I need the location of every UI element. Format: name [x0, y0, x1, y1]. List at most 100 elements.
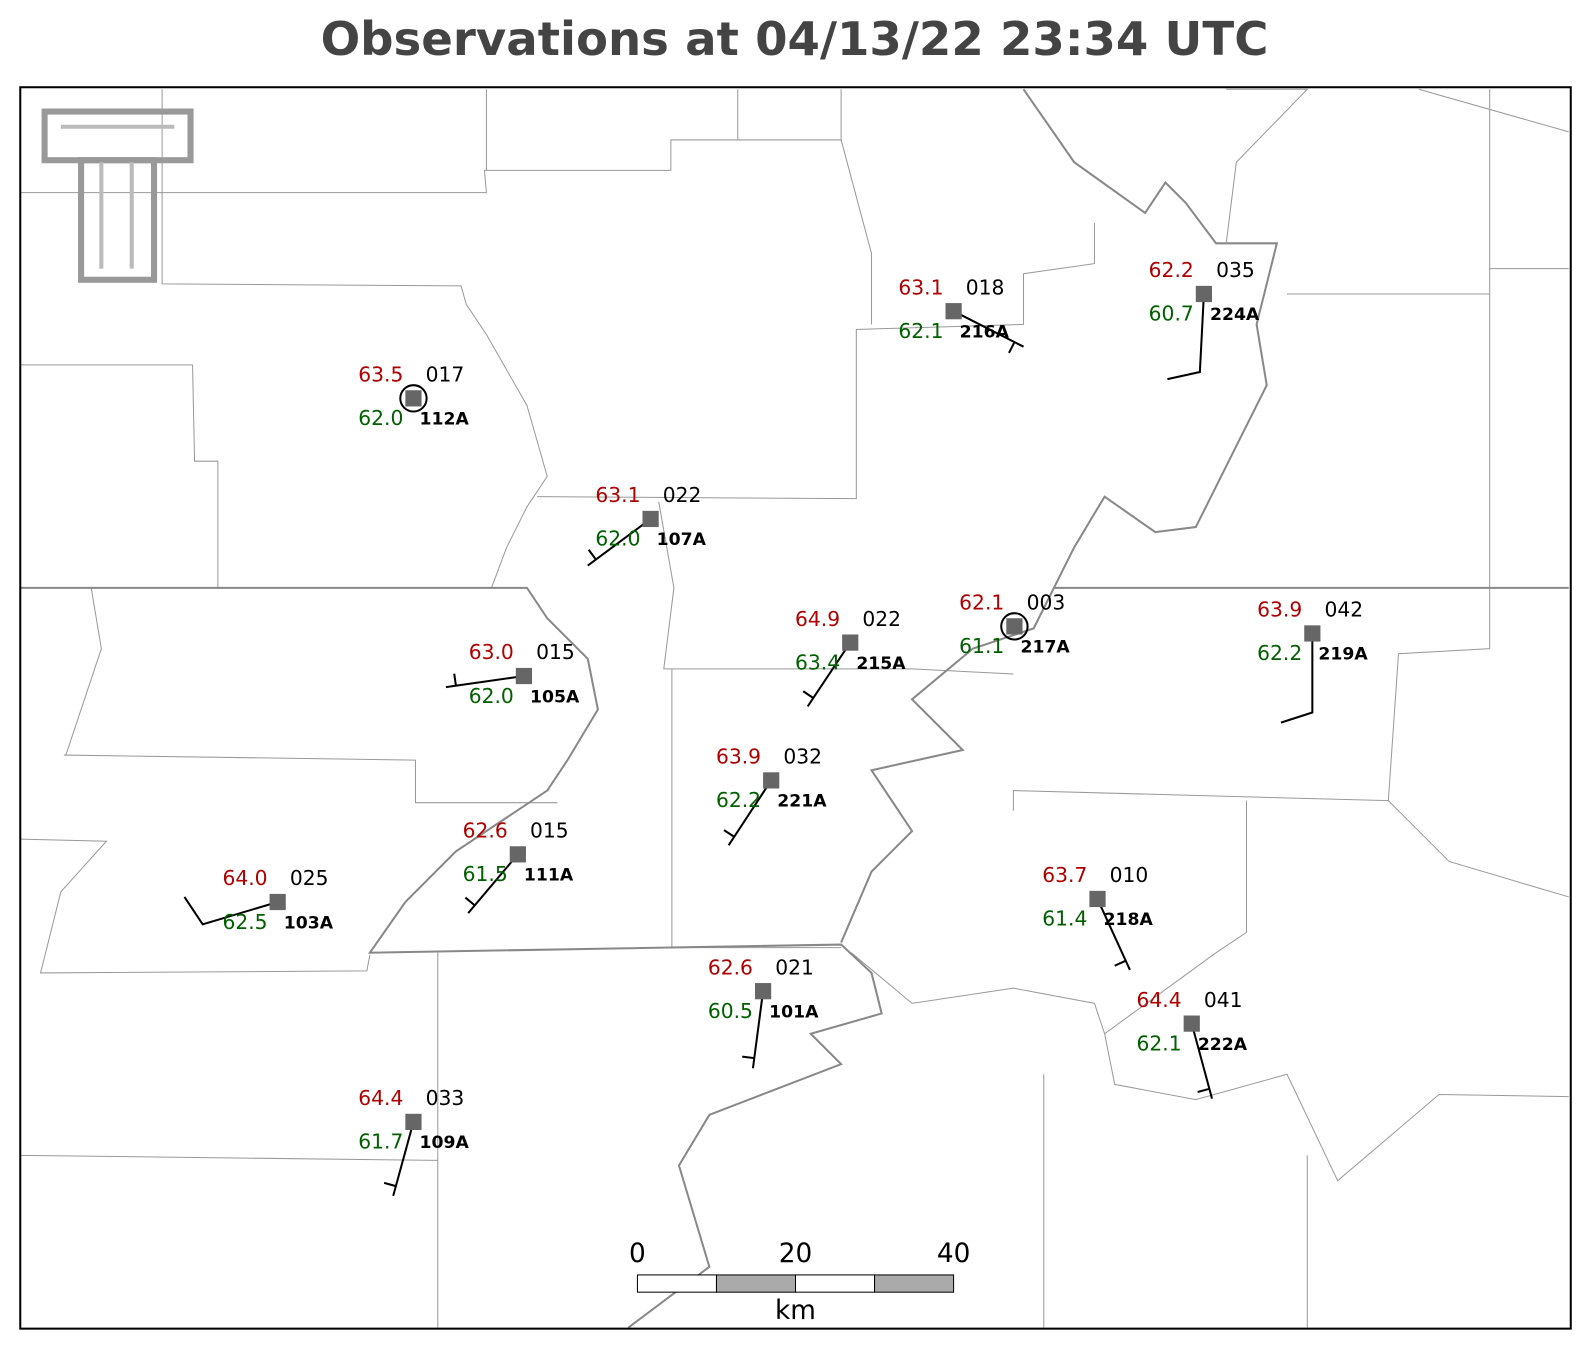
wind-barb-flag: [1114, 959, 1127, 967]
station-id: 218A: [1104, 910, 1154, 930]
pressure: 033: [426, 1086, 465, 1110]
station-marker: [763, 772, 780, 789]
station-marker: [842, 634, 859, 651]
station-marker: [509, 846, 526, 863]
scale-bar: 0 20 40 km: [629, 1239, 970, 1326]
wind-barb-flag: [383, 1181, 397, 1188]
wind-barb: [727, 779, 773, 846]
station-id: 105A: [530, 687, 580, 707]
station-id: 112A: [420, 410, 470, 430]
calm-circle: [399, 384, 428, 413]
wind-barb: [751, 991, 765, 1069]
temperature: 62.6: [463, 819, 508, 843]
station-marker: [1304, 625, 1321, 642]
dewpoint: 60.5: [708, 999, 753, 1023]
wind-barb: [1190, 1023, 1213, 1099]
wind-barb: [467, 853, 519, 914]
wind-barb-flag: [1197, 1087, 1210, 1093]
dewpoint: 62.2: [1257, 641, 1302, 665]
temperature: 63.5: [358, 363, 403, 387]
temperature: 64.4: [358, 1086, 403, 1110]
wind-barb-flag: [587, 549, 597, 561]
station-marker: [1183, 1015, 1200, 1032]
dewpoint: 63.4: [795, 650, 840, 674]
scale-tick-label: 40: [937, 1239, 971, 1269]
logo: [41, 108, 194, 283]
pressure: 032: [783, 745, 822, 769]
wind-barb-flag: [453, 673, 457, 686]
temperature: 63.9: [716, 745, 761, 769]
station-marker: [1089, 890, 1106, 908]
station-id: 219A: [1318, 645, 1368, 665]
station-id: 217A: [1020, 638, 1070, 658]
station-id: 101A: [769, 1002, 819, 1022]
temperature: 62.2: [1149, 258, 1194, 282]
wind-barb-flag: [802, 690, 814, 699]
station-id: 111A: [524, 866, 574, 886]
temperature: 62.6: [708, 955, 753, 979]
scale-unit: km: [775, 1296, 816, 1326]
station-id: 215A: [856, 654, 906, 674]
station-id: 107A: [657, 530, 707, 550]
wind-barb: [587, 518, 652, 567]
dewpoint: 61.7: [358, 1130, 403, 1154]
boundaries: [20, 88, 1569, 1329]
station-marker: [642, 510, 659, 528]
pressure: 022: [663, 483, 702, 507]
dewpoint: 61.1: [959, 634, 1004, 658]
wind-barb: [1280, 633, 1314, 724]
station-id: 103A: [284, 913, 334, 933]
wind-barb: [183, 896, 278, 926]
pressure: 022: [862, 607, 901, 631]
title: Observations at 04/13/22 23:34 UTC: [321, 12, 1269, 66]
dewpoint: 62.5: [222, 910, 267, 934]
station-marker: [945, 303, 962, 320]
pressure: 018: [966, 275, 1005, 299]
station-id: 222A: [1198, 1035, 1248, 1055]
temperature: 62.1: [959, 591, 1004, 615]
wind-barb: [806, 642, 852, 707]
pressure: 041: [1204, 988, 1243, 1012]
station-id: 224A: [1210, 305, 1260, 325]
wind-barb-flag: [742, 1055, 755, 1060]
pressure: 042: [1325, 598, 1364, 622]
scale-tick-label: 0: [629, 1239, 646, 1269]
dewpoint: 62.1: [1137, 1031, 1182, 1055]
dewpoint: 62.1: [898, 319, 943, 343]
station-id: 221A: [777, 792, 827, 812]
temperature: 64.9: [795, 607, 840, 631]
station-marker: [1195, 285, 1213, 303]
temperature: 63.9: [1257, 598, 1302, 622]
wind-barb: [1167, 293, 1205, 381]
wind-barb-flag: [723, 829, 735, 838]
temperature: 63.1: [595, 483, 640, 507]
station-marker: [754, 983, 772, 1000]
wind-barb: [445, 675, 525, 689]
pressure: 017: [426, 363, 465, 387]
temperature: 63.0: [469, 640, 514, 664]
pressure: 021: [775, 955, 814, 979]
dewpoint: 62.0: [595, 527, 640, 551]
station-marker: [269, 893, 286, 911]
calm-circle: [1000, 612, 1029, 641]
pressure: 025: [290, 866, 329, 890]
wind-barb-flag: [1008, 341, 1016, 354]
wind-barb: [953, 310, 1024, 348]
dewpoint: 61.4: [1042, 907, 1087, 931]
dewpoint: 60.7: [1149, 302, 1194, 326]
wind-barb-flag: [464, 896, 476, 907]
wind-barb: [1096, 898, 1131, 971]
temperature: 64.0: [222, 866, 267, 890]
pressure: 015: [536, 640, 575, 664]
temperature: 63.1: [898, 275, 943, 299]
station-id: 216A: [960, 322, 1010, 342]
map-frame: [19, 86, 1572, 1330]
station-marker: [405, 1113, 422, 1131]
station-marker: [405, 390, 422, 407]
station-marker: [1006, 618, 1023, 635]
station-marker: [515, 667, 533, 685]
dewpoint: 62.2: [716, 788, 761, 812]
station-id: 109A: [420, 1133, 470, 1153]
